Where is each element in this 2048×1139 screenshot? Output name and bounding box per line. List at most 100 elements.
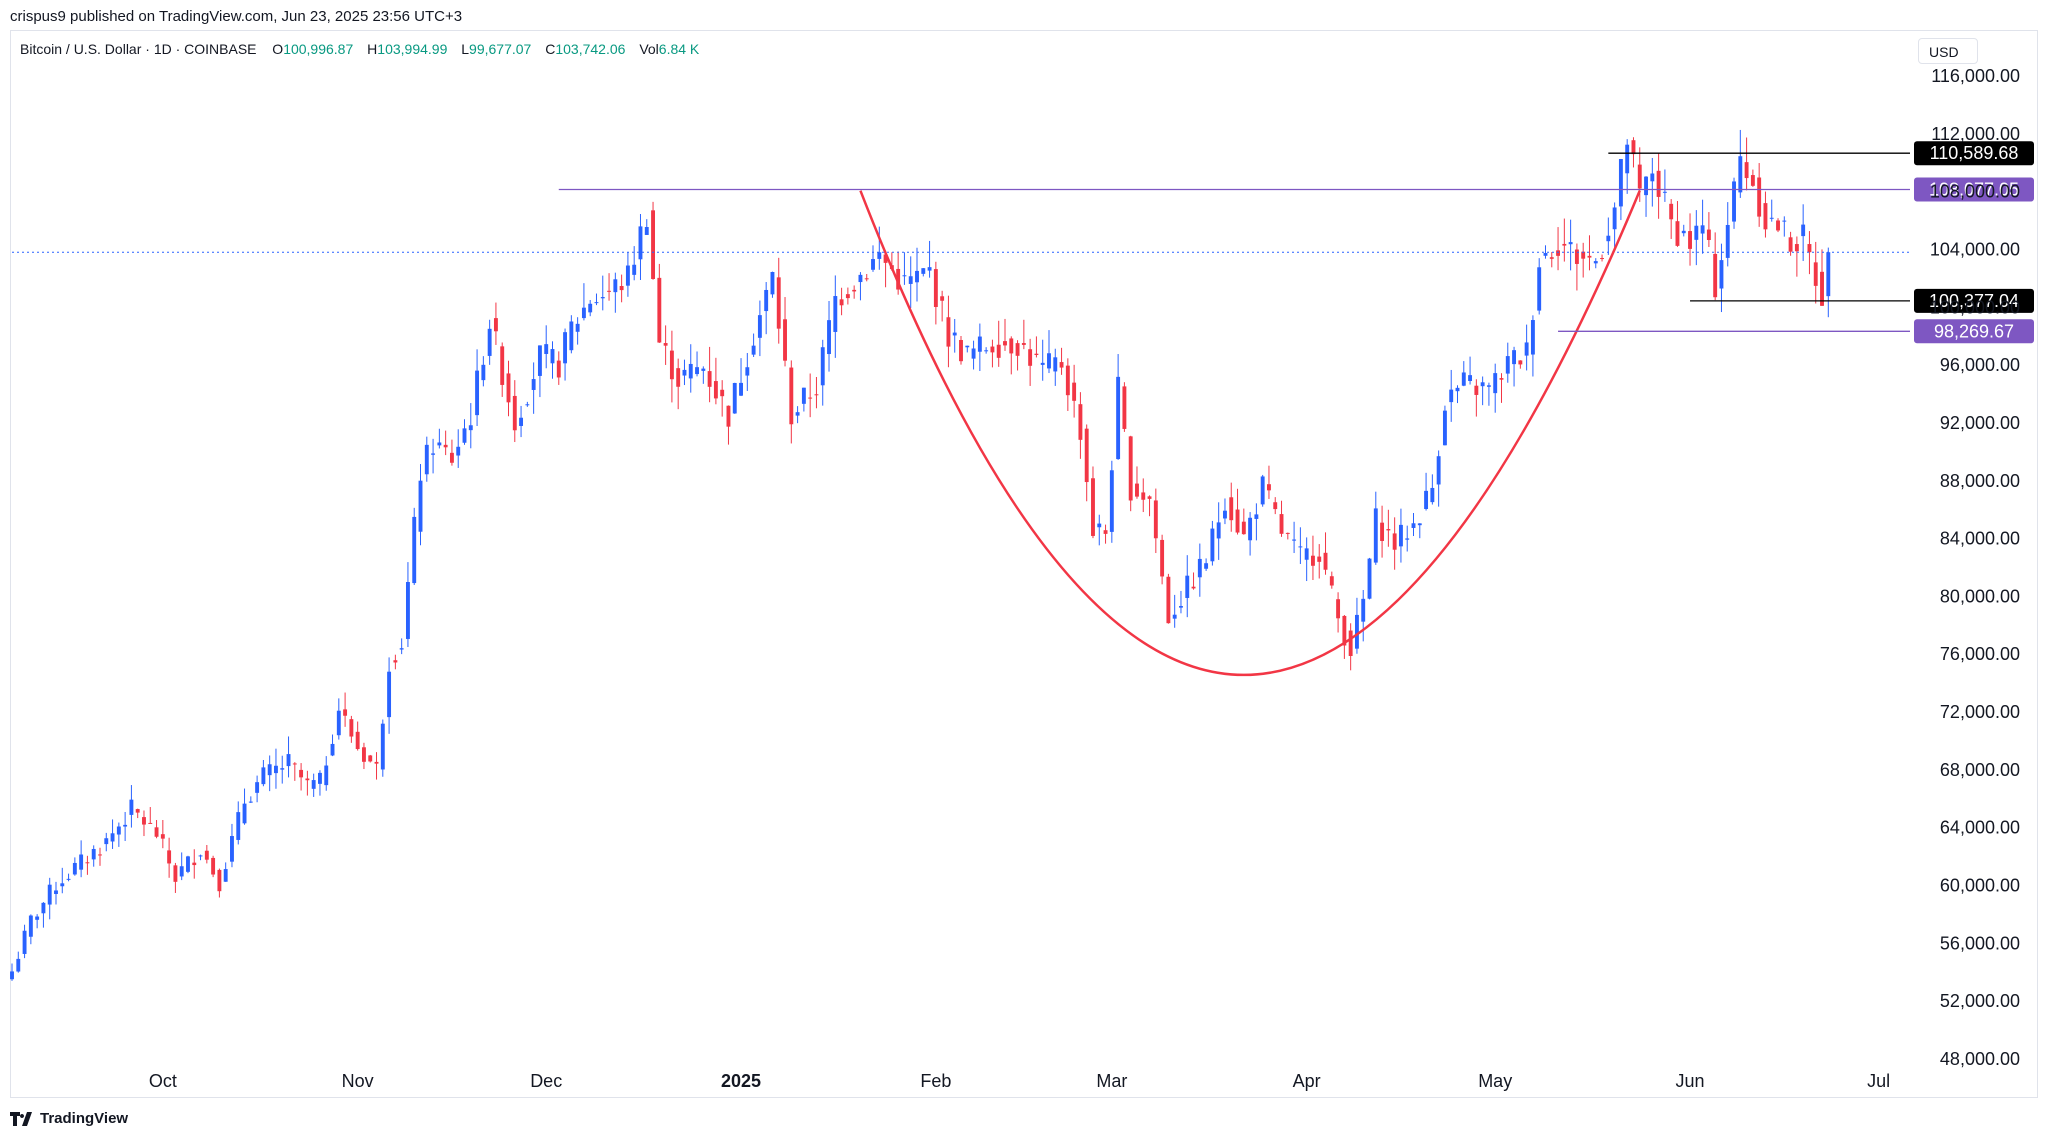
candle-body xyxy=(116,826,121,835)
candle-body xyxy=(833,296,838,332)
candle-body xyxy=(179,866,184,877)
low-value: 99,677.07 xyxy=(469,41,532,57)
candle-body xyxy=(374,761,379,764)
candle-body xyxy=(1323,552,1328,570)
candle-body xyxy=(915,270,919,283)
candle-body xyxy=(1354,614,1359,649)
candle-body xyxy=(959,339,963,362)
y-tick-label: 92,000.00 xyxy=(1940,413,2020,433)
candle-body xyxy=(142,817,146,825)
candle-body xyxy=(827,320,831,355)
candle-body xyxy=(1713,253,1718,298)
candle-body xyxy=(28,915,33,937)
candle-body xyxy=(1059,362,1064,368)
candle-body xyxy=(1034,353,1039,355)
candle-body xyxy=(475,370,480,416)
candle-body xyxy=(556,360,561,378)
candle-body xyxy=(1732,181,1736,222)
candle-body xyxy=(500,346,505,385)
candle-body xyxy=(456,446,461,456)
candle-body xyxy=(1273,502,1278,510)
candle-body xyxy=(1091,478,1095,536)
candle-body xyxy=(1172,614,1177,619)
candle-body xyxy=(651,210,655,279)
y-tick-label: 112,000.00 xyxy=(1931,124,2020,144)
candle-body xyxy=(66,878,71,880)
candle-body xyxy=(493,318,498,332)
x-tick-label: Nov xyxy=(342,1071,374,1091)
candle-body xyxy=(1530,320,1535,355)
candle-body xyxy=(946,317,951,347)
x-tick-label: Jun xyxy=(1676,1071,1705,1091)
candle-body xyxy=(1618,159,1623,207)
y-tick-label: 76,000.00 xyxy=(1940,644,2020,664)
candle-body xyxy=(60,883,65,887)
candle-body xyxy=(1606,235,1611,242)
candle-body xyxy=(512,395,517,431)
candle-body xyxy=(1612,207,1617,230)
candle-body xyxy=(211,857,216,875)
candle-body xyxy=(858,274,863,283)
candle-body xyxy=(311,780,316,789)
candle-body xyxy=(1826,252,1831,297)
candle-body xyxy=(1436,456,1441,485)
candle-body xyxy=(443,444,448,448)
candle-body xyxy=(971,348,976,359)
candle-body xyxy=(487,328,492,356)
candle-body xyxy=(965,345,970,348)
candle-body xyxy=(940,296,945,301)
candle-body xyxy=(280,768,285,770)
candle-body xyxy=(688,363,693,379)
candle-body xyxy=(676,368,681,387)
symbol-title[interactable]: Bitcoin / U.S. Dollar · 1D · COINBASE xyxy=(20,41,257,57)
currency-button[interactable]: USD xyxy=(1918,38,1978,64)
y-tick-label: 104,000.00 xyxy=(1930,239,2020,259)
candle-body xyxy=(129,799,134,815)
candle-body xyxy=(864,278,869,280)
y-tick-label: 68,000.00 xyxy=(1940,760,2020,780)
candle-body xyxy=(1241,521,1246,535)
open-value: 100,996.87 xyxy=(283,41,354,57)
candle-body xyxy=(1279,514,1284,534)
candle-body xyxy=(405,582,410,639)
candle-body xyxy=(1725,224,1730,258)
candle-body xyxy=(921,268,926,274)
candle-body xyxy=(1568,242,1573,245)
candle-body xyxy=(154,827,159,837)
y-tick-label: 88,000.00 xyxy=(1940,471,2020,491)
handle-support-line-label: 100,377.04 xyxy=(1929,291,2019,311)
candle-body xyxy=(424,444,429,475)
candle-body xyxy=(1801,224,1806,237)
candle-body xyxy=(1210,528,1215,562)
candle-body xyxy=(1499,378,1504,380)
candle-body xyxy=(274,765,278,774)
candle-body xyxy=(1468,375,1473,382)
candle-body xyxy=(468,425,473,431)
candle-body xyxy=(1109,470,1114,532)
tradingview-brand[interactable]: TradingView xyxy=(10,1110,128,1127)
candle-body xyxy=(795,412,800,416)
volume-value: 6.84 K xyxy=(658,41,700,57)
candle-body xyxy=(1003,341,1007,346)
candle-body xyxy=(1072,382,1077,401)
y-tick-label: 60,000.00 xyxy=(1940,876,2020,896)
candle-body xyxy=(1681,230,1686,234)
candle-body xyxy=(820,347,825,386)
candle-body xyxy=(896,268,901,290)
candle-body xyxy=(1260,476,1265,505)
candle-body xyxy=(764,289,769,312)
candle-body xyxy=(996,344,1001,358)
candle-body xyxy=(751,345,756,355)
candle-body xyxy=(1480,382,1485,387)
candle-body xyxy=(462,428,467,443)
x-tick-label: May xyxy=(1478,1071,1512,1091)
candle-body xyxy=(632,264,637,275)
candle-body xyxy=(217,869,222,892)
candle-body xyxy=(990,346,995,353)
candle-body xyxy=(1373,508,1378,563)
candle-body xyxy=(349,719,354,737)
candle-body xyxy=(1122,386,1127,429)
candle-body xyxy=(1386,529,1391,531)
candle-body xyxy=(1694,225,1699,240)
